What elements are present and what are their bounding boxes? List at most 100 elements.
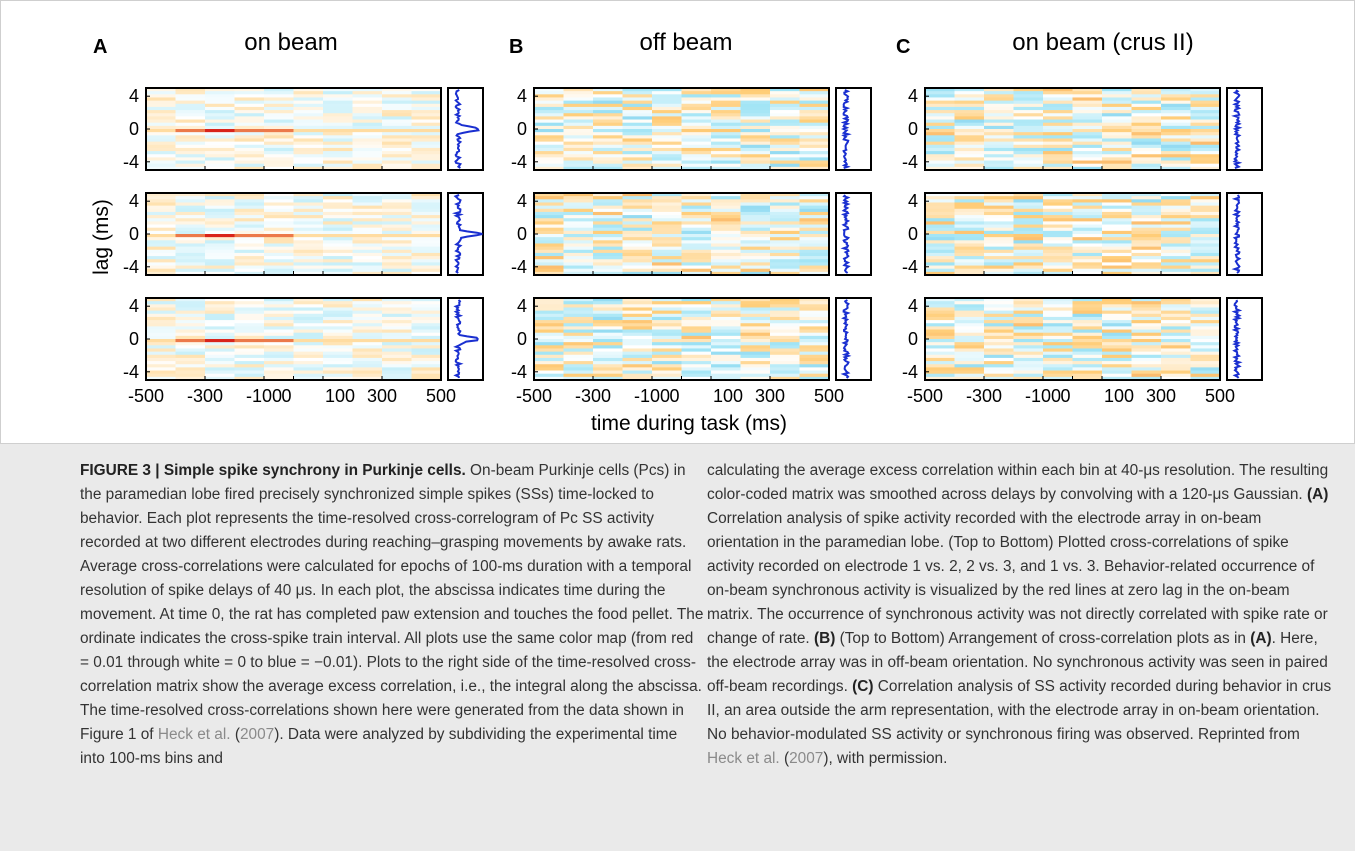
heatmap-cell <box>954 234 985 238</box>
heatmap-cell <box>1013 147 1044 152</box>
heatmap-cell <box>205 348 235 353</box>
heatmap-cell <box>1013 361 1044 365</box>
heatmap-cell <box>1161 218 1191 222</box>
heatmap-cell <box>984 237 1014 241</box>
heatmap-cell <box>352 100 383 105</box>
heatmap-cell <box>1072 304 1103 308</box>
heatmap-cell <box>984 298 1014 302</box>
citation-link[interactable]: Heck et al. <box>157 726 231 743</box>
heatmap-cell <box>264 268 294 273</box>
heatmap-cell <box>1102 94 1132 98</box>
heatmap-cell <box>652 88 682 92</box>
heatmap-cell <box>681 147 712 152</box>
heatmap-cell <box>1131 122 1162 127</box>
heatmap-cell <box>1072 316 1103 321</box>
heatmap-cell <box>652 91 682 95</box>
heatmap-cell <box>1190 166 1221 171</box>
figure-svg: A on beam B off beam C on beam (crus II)… <box>90 29 1263 435</box>
heatmap-cell <box>1161 129 1191 133</box>
heatmap-cell <box>234 265 265 270</box>
heatmap-cell <box>352 370 383 375</box>
heatmap-cell <box>1131 354 1162 359</box>
heatmap-cell <box>146 237 176 241</box>
heatmap-cell <box>264 138 294 143</box>
heatmap-cell <box>352 129 383 133</box>
heatmap-cell <box>563 144 594 149</box>
heatmap-cell <box>925 332 955 337</box>
heatmap-cell <box>146 268 176 273</box>
heatmap-cell <box>799 320 830 324</box>
heatmap-cell <box>925 361 955 365</box>
heatmap-cell <box>411 110 442 114</box>
heatmap-cell <box>1102 157 1132 161</box>
citation-year-link[interactable]: 2007 <box>789 750 824 767</box>
heatmap-cell <box>352 138 383 143</box>
heatmap-cell <box>534 252 564 257</box>
heatmap-cell <box>1013 144 1044 149</box>
heatmap-cell <box>593 252 623 257</box>
heatmap-cell <box>411 141 442 146</box>
heatmap-cell <box>740 132 771 136</box>
heatmap-cell <box>205 335 235 340</box>
heatmap-cell <box>622 211 653 216</box>
heatmap-cell <box>622 234 653 238</box>
heatmap-cell <box>175 119 206 124</box>
heatmap-cell <box>770 373 800 378</box>
heatmap-cell <box>382 364 412 368</box>
heatmap-cell <box>1072 262 1103 266</box>
heatmap-cell <box>711 234 741 238</box>
heatmap-cell <box>205 88 235 92</box>
heatmap-cell <box>652 256 682 260</box>
heatmap-cell <box>954 125 985 130</box>
heatmap-cell <box>411 88 442 92</box>
heatmap-cell <box>954 113 985 117</box>
heatmap-cell <box>146 357 176 362</box>
heatmap-cell <box>652 144 682 149</box>
heatmap-cell <box>1072 227 1103 232</box>
heatmap-cell <box>234 326 265 330</box>
heatmap-cell <box>681 361 712 365</box>
heatmap-cell <box>799 208 830 213</box>
heatmap-cell <box>534 116 564 120</box>
heatmap-cell <box>954 141 985 146</box>
heatmap-cell <box>799 259 830 263</box>
heatmap-cell <box>293 256 324 260</box>
heatmap-cell <box>984 147 1014 152</box>
heatmap-cell <box>1072 323 1103 327</box>
heatmap-cell <box>1102 211 1132 216</box>
heatmap-cell <box>1161 339 1191 343</box>
caption-text: calculating the average excess correlati… <box>707 462 1329 503</box>
x-tick-label: 300 <box>367 386 397 406</box>
citation-link[interactable]: Heck et al. <box>707 750 780 767</box>
heatmap-cell <box>954 193 985 197</box>
heatmap-cell <box>175 205 206 210</box>
y-tick-label: -4 <box>123 362 139 382</box>
heatmap-cell <box>1013 265 1044 270</box>
heatmap-cell <box>293 163 324 168</box>
heatmap-cell <box>740 376 771 381</box>
heatmap-cell <box>984 221 1014 225</box>
citation-year-link[interactable]: 2007 <box>239 726 275 743</box>
heatmap-cell <box>146 316 176 321</box>
heatmap-cell <box>293 119 324 124</box>
heatmap-cell <box>382 357 412 362</box>
heatmap-cell <box>740 110 771 114</box>
heatmap-cell <box>293 122 324 127</box>
heatmap-cell <box>1190 351 1221 356</box>
heatmap-cell <box>175 97 206 102</box>
heatmap-cell <box>264 373 294 378</box>
heatmap-cell <box>593 151 623 155</box>
heatmap-cell <box>984 91 1014 95</box>
heatmap-cell <box>1161 256 1191 260</box>
heatmap-cell <box>323 342 353 346</box>
heatmap-cell <box>323 193 353 197</box>
heatmap-cell <box>740 157 771 161</box>
heatmap-cell <box>954 262 985 266</box>
heatmap-cell <box>593 196 623 200</box>
heatmap-cell <box>234 234 265 238</box>
heatmap-cell <box>175 221 206 225</box>
heatmap-cell <box>146 88 176 92</box>
heatmap-cell <box>740 94 771 98</box>
average-correlation-frame <box>447 192 484 276</box>
heatmap-cell <box>323 234 353 238</box>
